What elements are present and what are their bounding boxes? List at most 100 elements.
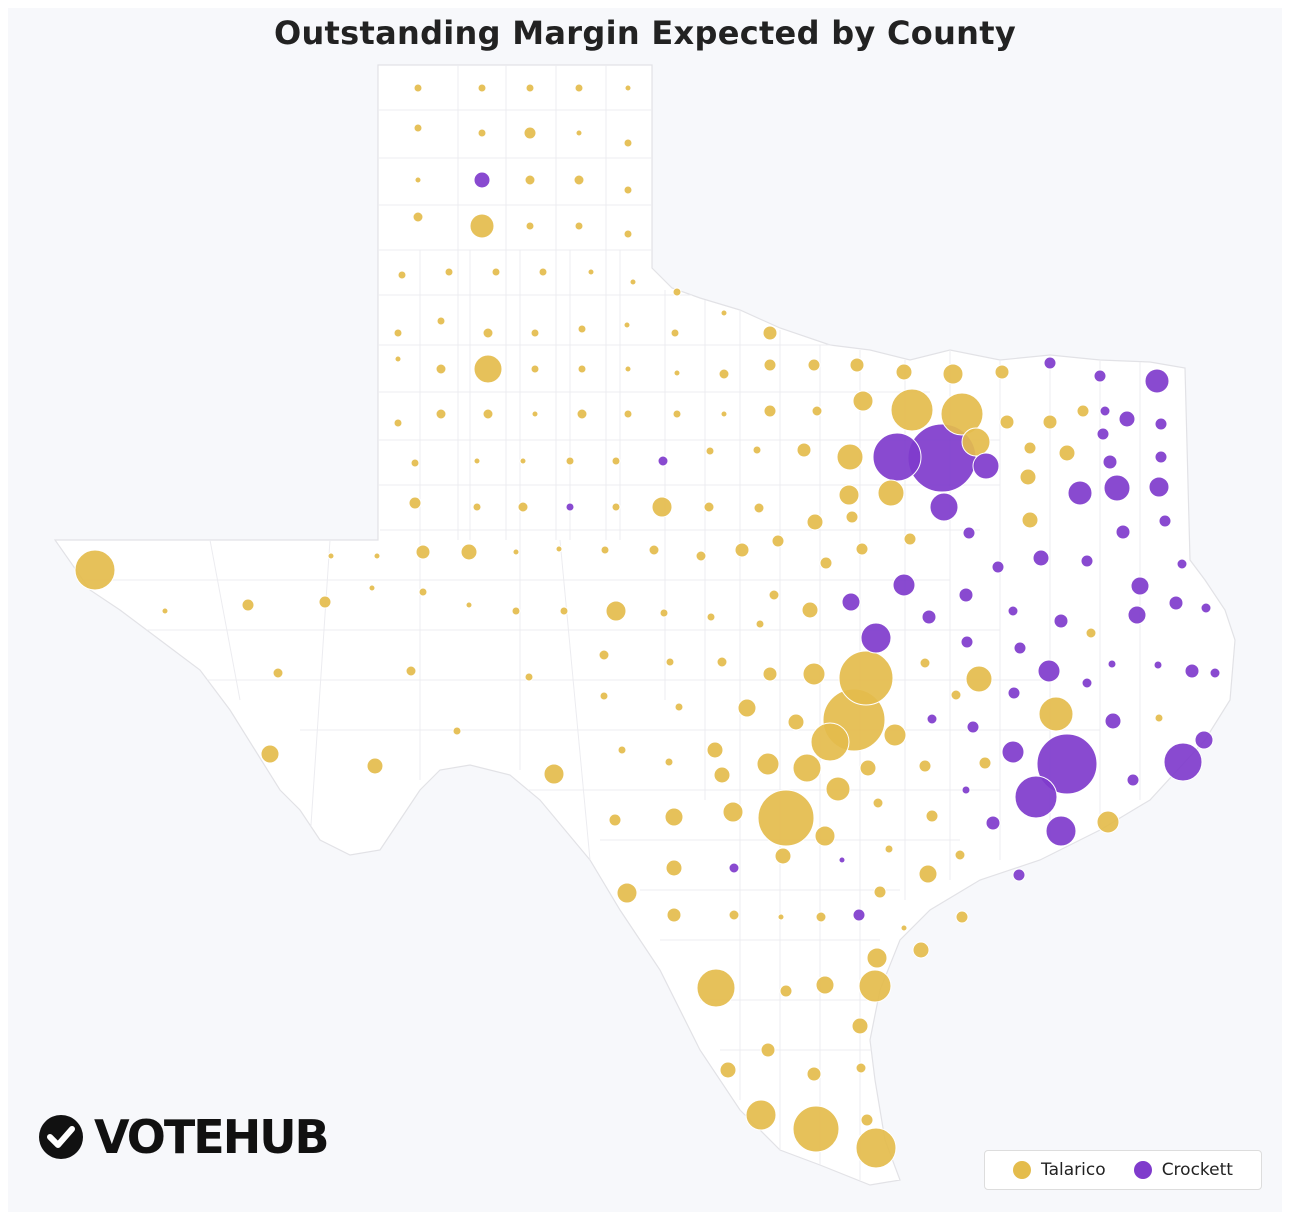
county-bubble-crockett [1036,733,1098,795]
county-bubble-talarico [664,757,674,767]
county-bubble-crockett [1154,450,1168,464]
county-bubble-crockett [1126,773,1140,787]
county-bubble-talarico [819,556,833,570]
county-bubble-crockett [960,635,974,649]
county-bubble-talarico [1021,511,1039,529]
county-bubble-talarico [517,501,529,513]
county-bubble-talarico [890,388,934,432]
county-bubble-talarico [903,532,917,546]
county-bubble-talarico [807,358,821,372]
county-bubble-talarico [753,502,765,514]
county-bubble-talarico [1085,627,1097,639]
checkmark-circle-icon [39,1115,83,1159]
county-bubble-talarico [161,607,169,615]
county-bubble-talarico [950,689,962,701]
county-bubble-talarico [792,753,822,783]
county-bubble-crockett [1158,514,1172,528]
county-bubble-talarico [530,328,540,338]
county-bubble-talarico [393,418,403,428]
county-bubble-talarico [477,83,487,93]
county-bubble-talarico [1019,468,1037,486]
county-bubble-talarico [523,126,537,140]
legend-label-talarico: Talarico [1041,1160,1106,1180]
county-bubble-talarico [472,502,482,512]
county-bubble-talarico [860,1113,874,1127]
county-bubble-talarico [777,913,785,921]
county-bubble-talarico [762,666,778,682]
county-bubble-talarico [394,355,402,363]
county-bubble-talarico [722,801,744,823]
county-bubble-crockett [872,432,922,482]
county-bubble-talarico [954,849,966,861]
county-bubble-talarico [555,545,563,553]
county-bubble-talarico [260,744,280,764]
county-bubble-talarico [883,723,907,747]
county-bubble-crockett [1099,405,1111,417]
county-bubble-talarico [955,910,969,924]
county-bubble-talarico [940,392,984,436]
county-bubble-talarico [666,907,682,923]
county-bubble-talarico [241,598,255,612]
county-bubble-crockett [1184,663,1200,679]
county-bubble-crockett [972,452,1000,480]
county-bubble-talarico [412,211,424,223]
county-bubble-talarico [900,924,908,932]
county-bubble-talarico [802,662,826,686]
county-bubble-talarico [629,278,637,286]
county-bubble-talarico [1076,404,1090,418]
county-bubble-talarico [815,911,827,923]
county-bubble-crockett [1013,641,1027,655]
county-bubble-crockett [929,492,959,522]
county-bubble-talarico [1096,810,1120,834]
county-bubble-talarico [574,221,584,231]
county-bubble-talarico [648,544,660,556]
county-bubble-talarico [373,552,381,560]
county-bubble-crockett [657,455,669,467]
county-bubble-talarico [774,847,792,865]
county-bubble-crockett [892,573,916,597]
county-bubble-crockett [1012,868,1026,882]
county-bubble-talarico [763,404,777,418]
county-bubble-talarico [664,807,684,827]
county-bubble-crockett [1107,659,1117,669]
county-bubble-crockett [1103,474,1131,502]
county-bubble-talarico [866,947,888,969]
county-bubble-crockett [1104,712,1122,730]
county-bubble-talarico [624,84,632,92]
county-bubble-talarico [577,364,587,374]
county-bubble-talarico [796,442,812,458]
county-bubble-crockett [473,171,491,189]
county-bubble-talarico [408,496,422,510]
county-bubble-crockett [1007,686,1021,700]
county-bubble-talarico [608,813,622,827]
county-bubble-talarico [665,657,675,667]
county-bubble-crockett [926,713,938,725]
county-bubble-crockett [1080,554,1094,568]
county-bubble-talarico [605,600,627,622]
county-bubble-talarico [600,545,610,555]
county-bubble-talarico [858,969,892,1003]
county-bubble-crockett [1007,605,1019,617]
county-bubble-talarico [674,702,684,712]
county-bubble-talarico [623,321,631,329]
county-bubble-talarico [397,270,407,280]
county-bubble-talarico [706,741,724,759]
county-bubble-talarico [616,882,638,904]
county-bubble-talarico [814,825,836,847]
county-bubble-talarico [779,984,793,998]
county-bubble-talarico [787,713,805,731]
county-bubble-crockett [966,720,980,734]
county-bubble-talarico [413,123,423,133]
county-bubble-talarico [696,968,736,1008]
county-bubble-crockett [1118,410,1136,428]
county-bubble-talarico [436,316,446,326]
county-bubble-talarico [855,542,869,556]
county-bubble-talarico [965,665,993,693]
county-bubble-talarico [895,363,913,381]
county-bubble-talarico [444,267,454,277]
county-bubble-crockett [1200,602,1212,614]
county-bubble-crockett [1130,576,1150,596]
county-bubble-talarico [720,410,728,418]
county-bubble-talarico [852,390,874,412]
county-bubble-talarico [623,229,633,239]
